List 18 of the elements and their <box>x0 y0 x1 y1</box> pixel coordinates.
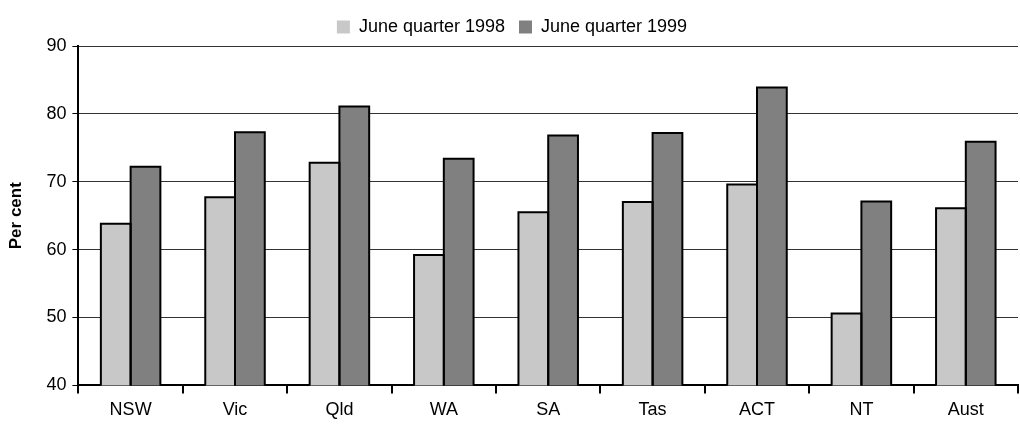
x-tick-label: NSW <box>109 399 152 420</box>
x-tick-label: Tas <box>638 399 667 420</box>
legend-label: June quarter 1998 <box>358 15 505 36</box>
x-tick-label: WA <box>429 399 458 420</box>
y-tick-label: 90 <box>46 34 67 55</box>
x-tick-label: NT <box>849 399 874 420</box>
x-tick-label: Vic <box>222 399 248 420</box>
x-tick-label: Aust <box>947 399 984 420</box>
x-tick-label: Qld <box>325 399 354 420</box>
y-tick-label: 70 <box>46 170 67 191</box>
x-tick-label: SA <box>536 399 561 420</box>
y-tick-label: 40 <box>46 374 67 395</box>
y-tick-label: 60 <box>46 238 67 259</box>
y-tick-label: 50 <box>46 306 67 327</box>
y-axis-title: Per cent <box>5 181 25 250</box>
legend-label: June quarter 1999 <box>541 15 688 36</box>
y-tick-label: 80 <box>46 102 67 123</box>
x-tick-label: ACT <box>739 399 776 420</box>
